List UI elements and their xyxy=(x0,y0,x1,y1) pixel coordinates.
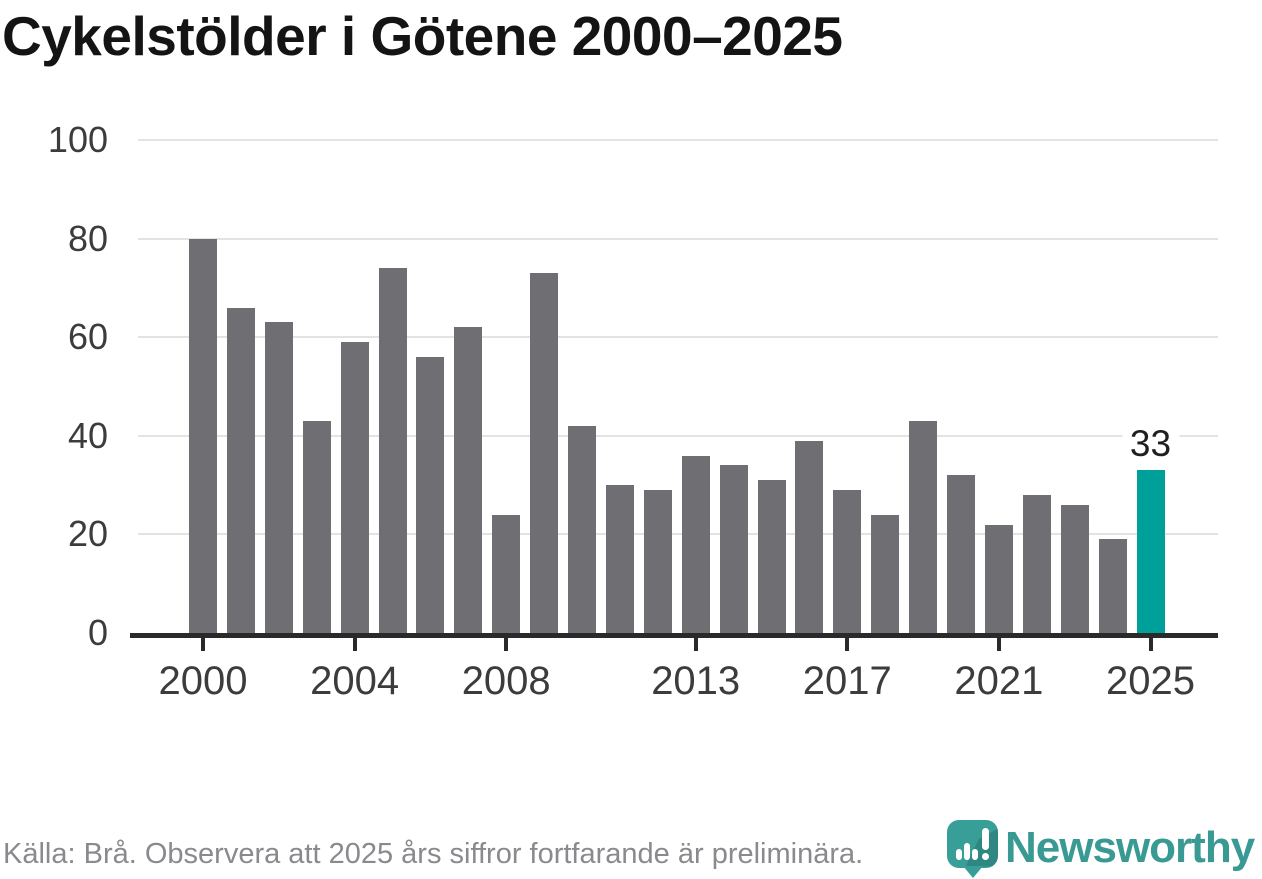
newsworthy-pin-icon xyxy=(947,820,998,868)
y-axis-tick-label: 0 xyxy=(87,612,108,653)
bar-2010 xyxy=(568,425,596,633)
bar-2016 xyxy=(795,440,824,633)
x-axis-tick xyxy=(1148,638,1153,651)
pin-pointer-icon xyxy=(963,866,983,878)
bar-2019 xyxy=(909,421,938,633)
bar-2025 xyxy=(1136,470,1165,633)
gridline-60 xyxy=(138,336,1218,339)
pin-exclamation-dot-icon xyxy=(982,853,989,860)
x-axis-tick-label: 2004 xyxy=(310,659,400,703)
bar-2014 xyxy=(719,465,748,633)
gridline-80 xyxy=(138,237,1218,240)
bar-2000 xyxy=(189,238,217,633)
x-axis-tick xyxy=(693,638,698,651)
pin-chart-bar-icon xyxy=(956,849,962,860)
bar-2015 xyxy=(757,480,786,633)
pin-chart-bar-icon xyxy=(972,849,978,860)
y-axis-tick-label: 20 xyxy=(67,513,108,555)
y-axis-tick-label: 40 xyxy=(67,414,108,456)
highlight-value-label: 33 xyxy=(1121,424,1180,465)
gridline-100 xyxy=(138,139,1218,141)
bar-2004 xyxy=(340,342,369,633)
bar-2017 xyxy=(833,490,862,633)
y-axis-tick-label: 100 xyxy=(47,119,108,160)
bar-2018 xyxy=(871,514,900,633)
bar-2007 xyxy=(454,327,483,633)
bar-2002 xyxy=(264,322,293,633)
pin-chart-bar-icon xyxy=(964,843,970,860)
x-axis-tick-label: 2013 xyxy=(651,659,741,703)
bar-2023 xyxy=(1060,504,1089,633)
plot-area xyxy=(138,139,1218,633)
bar-2006 xyxy=(416,356,445,633)
source-note: Källa: Brå. Observera att 2025 års siffr… xyxy=(3,838,864,870)
bar-2024 xyxy=(1098,539,1127,633)
y-axis-tick-label: 80 xyxy=(67,217,108,259)
bar-2020 xyxy=(947,475,975,633)
bar-2001 xyxy=(226,307,255,633)
y-axis-tick-label: 60 xyxy=(67,316,108,358)
newsworthy-wordmark: Newsworthy xyxy=(1005,823,1255,872)
bar-2021 xyxy=(984,524,1013,633)
x-axis-line xyxy=(130,633,1218,638)
bar-2009 xyxy=(530,273,559,633)
x-axis-tick xyxy=(996,638,1001,651)
pin-shade xyxy=(964,828,998,868)
x-axis-tick-label: 2008 xyxy=(461,659,551,703)
bar-2011 xyxy=(605,485,634,633)
x-axis-tick-label: 2025 xyxy=(1106,659,1195,703)
x-axis-tick xyxy=(504,638,509,651)
bar-2003 xyxy=(302,421,331,633)
gridline-20 xyxy=(138,533,1218,536)
bar-2005 xyxy=(378,268,407,633)
pin-exclamation-icon xyxy=(982,828,989,850)
bar-2008 xyxy=(492,514,521,633)
x-axis-tick-label: 2021 xyxy=(954,659,1044,703)
bar-2022 xyxy=(1022,494,1051,633)
x-axis-tick xyxy=(845,638,850,651)
bar-2012 xyxy=(643,490,672,633)
gridline-40 xyxy=(138,434,1218,437)
x-axis-tick-label: 2000 xyxy=(158,659,248,703)
x-axis-tick xyxy=(352,638,357,651)
x-axis-tick-label: 2017 xyxy=(802,659,892,703)
chart-title: Cykelstölder i Götene 2000–2025 xyxy=(2,5,843,67)
x-axis-tick xyxy=(201,638,205,651)
bar-2013 xyxy=(681,455,710,633)
